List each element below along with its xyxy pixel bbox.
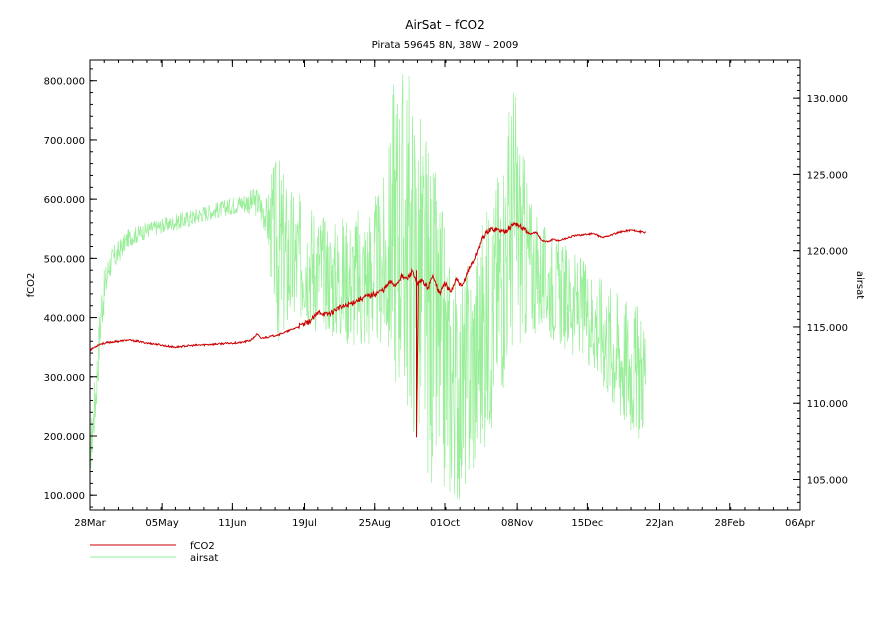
y2-tick-label: 120.000 (807, 247, 848, 258)
fco2-series (90, 221, 646, 438)
x-tick-label: 15Dec (571, 518, 603, 529)
y-axis-left: 100.000 200.000 300.000 400.000 500.000 600.0… (44, 68, 97, 508)
chart-title: AirSat – fCO2 (405, 18, 484, 32)
x-tick-label: 22Jan (645, 518, 673, 529)
y2-tick-label: 115.000 (807, 323, 848, 334)
y-tick-label: 700.000 (44, 136, 85, 147)
legend-label-airsat: airsat (190, 553, 218, 564)
chart-subtitle: Pirata 59645 8N, 38W – 2009 (372, 40, 519, 51)
legend-label-fco2: fCO2 (190, 541, 215, 552)
y2-tick-label: 130.000 (807, 94, 848, 105)
y-axis-left-label: fCO2 (26, 273, 37, 298)
y-tick-label: 100.000 (44, 491, 85, 502)
fco2-spike (416, 270, 419, 438)
y2-tick-label: 105.000 (807, 475, 848, 486)
legend: fCO2 airsat (90, 541, 218, 564)
airsat-series (90, 74, 647, 500)
x-tick-label: 11Jun (218, 518, 246, 529)
y-tick-label: 300.000 (44, 373, 85, 384)
x-tick-label: 06Apr (785, 518, 816, 529)
x-tick-label: 28Mar (74, 518, 106, 529)
y-tick-label: 600.000 (44, 195, 85, 206)
y2-tick-label: 110.000 (807, 399, 848, 410)
x-tick-label: 25Aug (359, 518, 391, 529)
airsat-line (90, 74, 647, 500)
y-axis-right: 105.000 110.000 115.000 120.000 125.000 130.0… (793, 59, 848, 503)
x-tick-label: 05May (145, 518, 178, 529)
x-tick-label: 08Nov (501, 518, 533, 529)
y-tick-label: 500.000 (44, 254, 85, 265)
y-tick-label: 200.000 (44, 432, 85, 443)
x-axis: 28Mar 05May 11Jun 19Jul 25Aug 01Oct 08Nov 15Dec… (74, 60, 816, 529)
x-tick-label: 19Jul (292, 518, 317, 529)
x-tick-label: 28Feb (715, 518, 745, 529)
y-axis-right-label: airsat (854, 271, 865, 299)
fco2-line (90, 221, 646, 352)
x-tick-label: 01Oct (430, 518, 460, 529)
y-tick-label: 800.000 (44, 77, 85, 88)
y-tick-label: 400.000 (44, 314, 85, 325)
y2-tick-label: 125.000 (807, 170, 848, 181)
